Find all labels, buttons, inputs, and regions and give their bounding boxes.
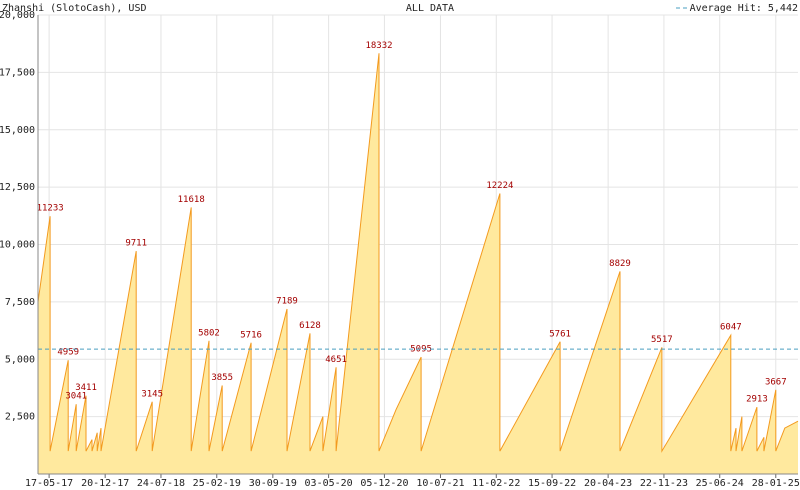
x-tick-label: 20-12-17 bbox=[81, 478, 129, 489]
data-label: 3411 bbox=[75, 383, 97, 393]
x-tick-label: 30-09-19 bbox=[249, 478, 297, 489]
data-label: 8829 bbox=[609, 259, 631, 269]
x-tick-label: 10-07-21 bbox=[416, 478, 464, 489]
area-line bbox=[37, 53, 799, 453]
data-label: 5761 bbox=[549, 329, 571, 339]
data-label: 12224 bbox=[486, 181, 513, 191]
data-label: 2913 bbox=[746, 395, 768, 405]
x-tick-label: 15-09-22 bbox=[528, 478, 576, 489]
x-tick-label: 25-06-24 bbox=[696, 478, 744, 489]
data-label: 3855 bbox=[211, 373, 233, 383]
legend-label: Average Hit: 5,442 bbox=[690, 3, 798, 14]
data-label: 6047 bbox=[720, 323, 742, 333]
y-tick-label: 10,000 bbox=[0, 240, 35, 251]
x-tick-label: 11-02-22 bbox=[472, 478, 520, 489]
area-fill bbox=[38, 53, 798, 475]
data-label: 3041 bbox=[65, 392, 87, 402]
y-tick-label: 15,000 bbox=[0, 125, 35, 136]
y-tick-label: 5,000 bbox=[5, 354, 35, 365]
chart-subtitle: Zhanshi (SlotoCash), USD bbox=[2, 3, 147, 14]
data-label: 11618 bbox=[178, 195, 205, 205]
x-tick-label: 05-12-20 bbox=[360, 478, 408, 489]
data-label: 5716 bbox=[240, 330, 262, 340]
data-label: 3145 bbox=[141, 389, 163, 399]
y-tick-label: 20,000 bbox=[0, 10, 35, 21]
data-label: 5802 bbox=[198, 328, 220, 338]
x-tick-label: 24-07-18 bbox=[137, 478, 185, 489]
x-tick-label: 03-05-20 bbox=[305, 478, 353, 489]
data-label: 4959 bbox=[57, 348, 79, 358]
data-label: 5517 bbox=[651, 335, 673, 345]
y-tick-label: 17,500 bbox=[0, 67, 35, 78]
data-label: 9711 bbox=[125, 239, 147, 249]
y-tick-label: 7,500 bbox=[5, 297, 35, 308]
x-tick-label: 20-04-23 bbox=[584, 478, 632, 489]
data-label: 3667 bbox=[765, 377, 787, 387]
data-label: 4651 bbox=[325, 355, 347, 365]
chart-title: ALL DATA bbox=[406, 3, 454, 14]
data-label: 5095 bbox=[410, 345, 432, 355]
x-tick-label: 25-02-19 bbox=[193, 478, 241, 489]
x-tick-label: 28-01-25 bbox=[752, 478, 800, 489]
data-label: 6128 bbox=[299, 321, 321, 331]
data-label: 7189 bbox=[276, 297, 298, 307]
y-tick-label: 2,500 bbox=[5, 412, 35, 423]
data-label: 11233 bbox=[37, 204, 64, 214]
data-label: 18332 bbox=[365, 41, 392, 51]
x-tick-label: 17-05-17 bbox=[25, 478, 73, 489]
y-tick-label: 12,500 bbox=[0, 182, 35, 193]
x-tick-label: 22-11-23 bbox=[640, 478, 688, 489]
